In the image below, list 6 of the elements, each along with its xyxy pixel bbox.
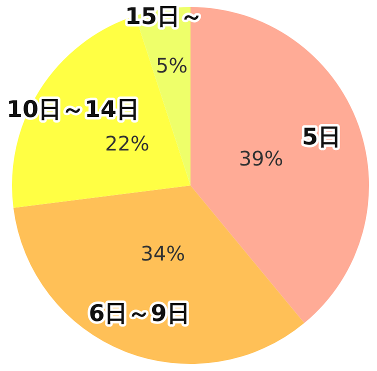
data-label: 5% [156, 54, 188, 78]
data-label: 22% [104, 132, 150, 156]
slice-label: 5日 [302, 124, 342, 150]
slice-label: 6日～9日 [88, 300, 190, 327]
data-label: 34% [140, 241, 186, 266]
data-label: 39% [238, 146, 284, 170]
